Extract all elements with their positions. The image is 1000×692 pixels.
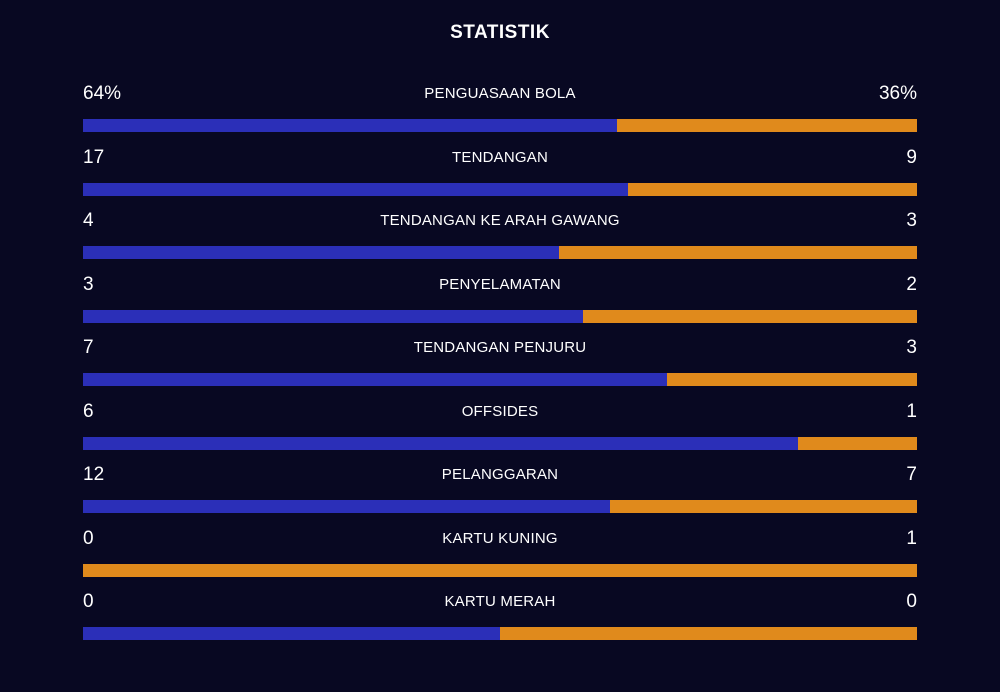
comparison-bar bbox=[83, 627, 917, 640]
home-value: 12 bbox=[83, 464, 105, 485]
away-value: 2 bbox=[906, 273, 917, 295]
home-bar-segment bbox=[83, 500, 611, 513]
home-value: 4 bbox=[83, 210, 94, 231]
home-value: 17 bbox=[83, 146, 105, 168]
away-value: 3 bbox=[906, 210, 917, 231]
away-bar-segment bbox=[610, 500, 917, 513]
away-bar-segment bbox=[797, 436, 917, 450]
stat-row-yellow-cards: 0 KARTU KUNING 1 bbox=[83, 526, 917, 590]
home-bar-segment bbox=[83, 373, 667, 386]
comparison-bar bbox=[83, 309, 917, 323]
stat-row-shots-on-target: 4 TENDANGAN KE ARAH GAWANG 3 bbox=[83, 208, 917, 272]
stat-row-shots: 17 TENDANGAN 9 bbox=[83, 145, 917, 209]
home-value: 0 bbox=[83, 527, 94, 549]
away-value: 9 bbox=[906, 146, 917, 168]
comparison-bar bbox=[83, 119, 917, 132]
stat-row-corners: 7 TENDANGAN PENJURU 3 bbox=[83, 335, 917, 399]
stat-row-possession: 64% PENGUASAAN BOLA 36% bbox=[83, 81, 917, 145]
home-bar-segment bbox=[83, 436, 798, 450]
home-value: 0 bbox=[83, 591, 94, 612]
stat-row-red-cards: 0 KARTU MERAH 0 bbox=[83, 589, 917, 653]
home-bar-segment bbox=[83, 627, 500, 640]
comparison-bar bbox=[83, 436, 917, 450]
stat-row-offsides: 6 OFFSIDES 1 bbox=[83, 399, 917, 463]
away-bar-segment bbox=[583, 309, 917, 323]
away-bar-segment bbox=[500, 627, 917, 640]
stat-row-saves: 3 PENYELAMATAN 2 bbox=[83, 272, 917, 336]
stat-label: PENYELAMATAN bbox=[439, 275, 561, 293]
stat-label: KARTU KUNING bbox=[442, 529, 558, 547]
home-bar-segment bbox=[83, 246, 560, 259]
home-bar-segment bbox=[83, 309, 584, 323]
home-value: 7 bbox=[83, 337, 94, 358]
away-bar-segment bbox=[666, 373, 917, 386]
home-value: 64% bbox=[83, 83, 122, 104]
comparison-bar bbox=[83, 500, 917, 513]
stat-label: PELANGGARAN bbox=[441, 466, 559, 483]
away-value: 1 bbox=[906, 400, 917, 422]
home-value: 3 bbox=[83, 273, 94, 295]
away-bar-segment bbox=[559, 246, 917, 259]
comparison-bar bbox=[83, 182, 917, 196]
stats-list: 64% PENGUASAAN BOLA 36% 17 TENDANGAN 9 bbox=[83, 81, 917, 653]
away-bar-segment bbox=[616, 119, 917, 132]
home-bar-segment bbox=[83, 119, 617, 132]
stat-row-fouls: 12 PELANGGARAN 7 bbox=[83, 462, 917, 526]
away-bar-segment bbox=[83, 563, 917, 577]
away-bar-segment bbox=[628, 182, 917, 196]
panel-title: STATISTIK bbox=[450, 22, 550, 43]
home-value: 6 bbox=[83, 400, 94, 422]
comparison-bar bbox=[83, 563, 917, 577]
stat-label: PENGUASAAN BOLA bbox=[424, 85, 576, 102]
stat-label: TENDANGAN PENJURU bbox=[413, 339, 587, 356]
comparison-bar bbox=[83, 373, 917, 386]
away-value: 1 bbox=[906, 527, 917, 549]
away-value: 0 bbox=[906, 591, 917, 612]
away-value: 7 bbox=[906, 464, 917, 485]
home-bar-segment bbox=[83, 182, 629, 196]
comparison-bar bbox=[83, 246, 917, 259]
stat-label: TENDANGAN bbox=[452, 148, 548, 166]
away-value: 3 bbox=[906, 337, 917, 358]
stat-label: TENDANGAN KE ARAH GAWANG bbox=[380, 212, 620, 229]
stat-label: OFFSIDES bbox=[461, 402, 539, 420]
away-value: 36% bbox=[878, 83, 917, 104]
stat-label: KARTU MERAH bbox=[444, 593, 556, 610]
